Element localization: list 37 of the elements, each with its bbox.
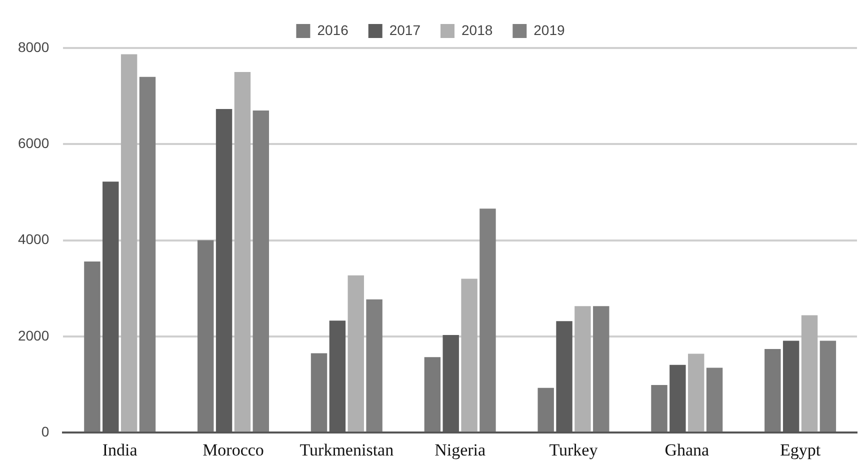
bar xyxy=(348,275,364,432)
bar xyxy=(139,76,156,432)
bar xyxy=(234,72,251,432)
bar xyxy=(252,110,270,432)
x-tick-label: Nigeria xyxy=(434,440,486,460)
bar xyxy=(310,353,328,432)
bar xyxy=(198,240,214,432)
legend-label: 2018 xyxy=(462,22,493,38)
y-tick-label: 8000 xyxy=(18,38,50,55)
bar xyxy=(480,208,496,432)
x-tick-label: Turkey xyxy=(549,440,598,460)
y-tick-label: 4000 xyxy=(18,231,50,248)
bar xyxy=(706,368,723,432)
y-tick-label: 6000 xyxy=(18,135,50,152)
bar xyxy=(424,357,441,432)
x-tick-label: Egypt xyxy=(780,440,821,460)
x-tick-label: Turkmenistan xyxy=(300,440,394,460)
y-tick-label: 0 xyxy=(41,423,50,440)
bar xyxy=(651,385,668,432)
bar xyxy=(84,261,100,432)
bar xyxy=(593,306,610,432)
bar xyxy=(120,54,138,432)
x-tick-label: India xyxy=(102,440,138,460)
bar xyxy=(764,348,781,432)
bar xyxy=(801,315,818,432)
bar xyxy=(366,299,382,432)
legend-label: 2016 xyxy=(317,22,349,38)
bar xyxy=(538,388,554,432)
bar xyxy=(574,306,591,432)
x-tick-label: Ghana xyxy=(664,440,710,460)
bar xyxy=(820,340,836,432)
legend-label: 2019 xyxy=(534,22,566,38)
y-tick-label: 2000 xyxy=(18,327,50,344)
legend-label: 2017 xyxy=(389,22,421,38)
bar xyxy=(461,278,478,432)
x-tick-label: Morocco xyxy=(202,440,264,460)
bar xyxy=(688,354,704,432)
